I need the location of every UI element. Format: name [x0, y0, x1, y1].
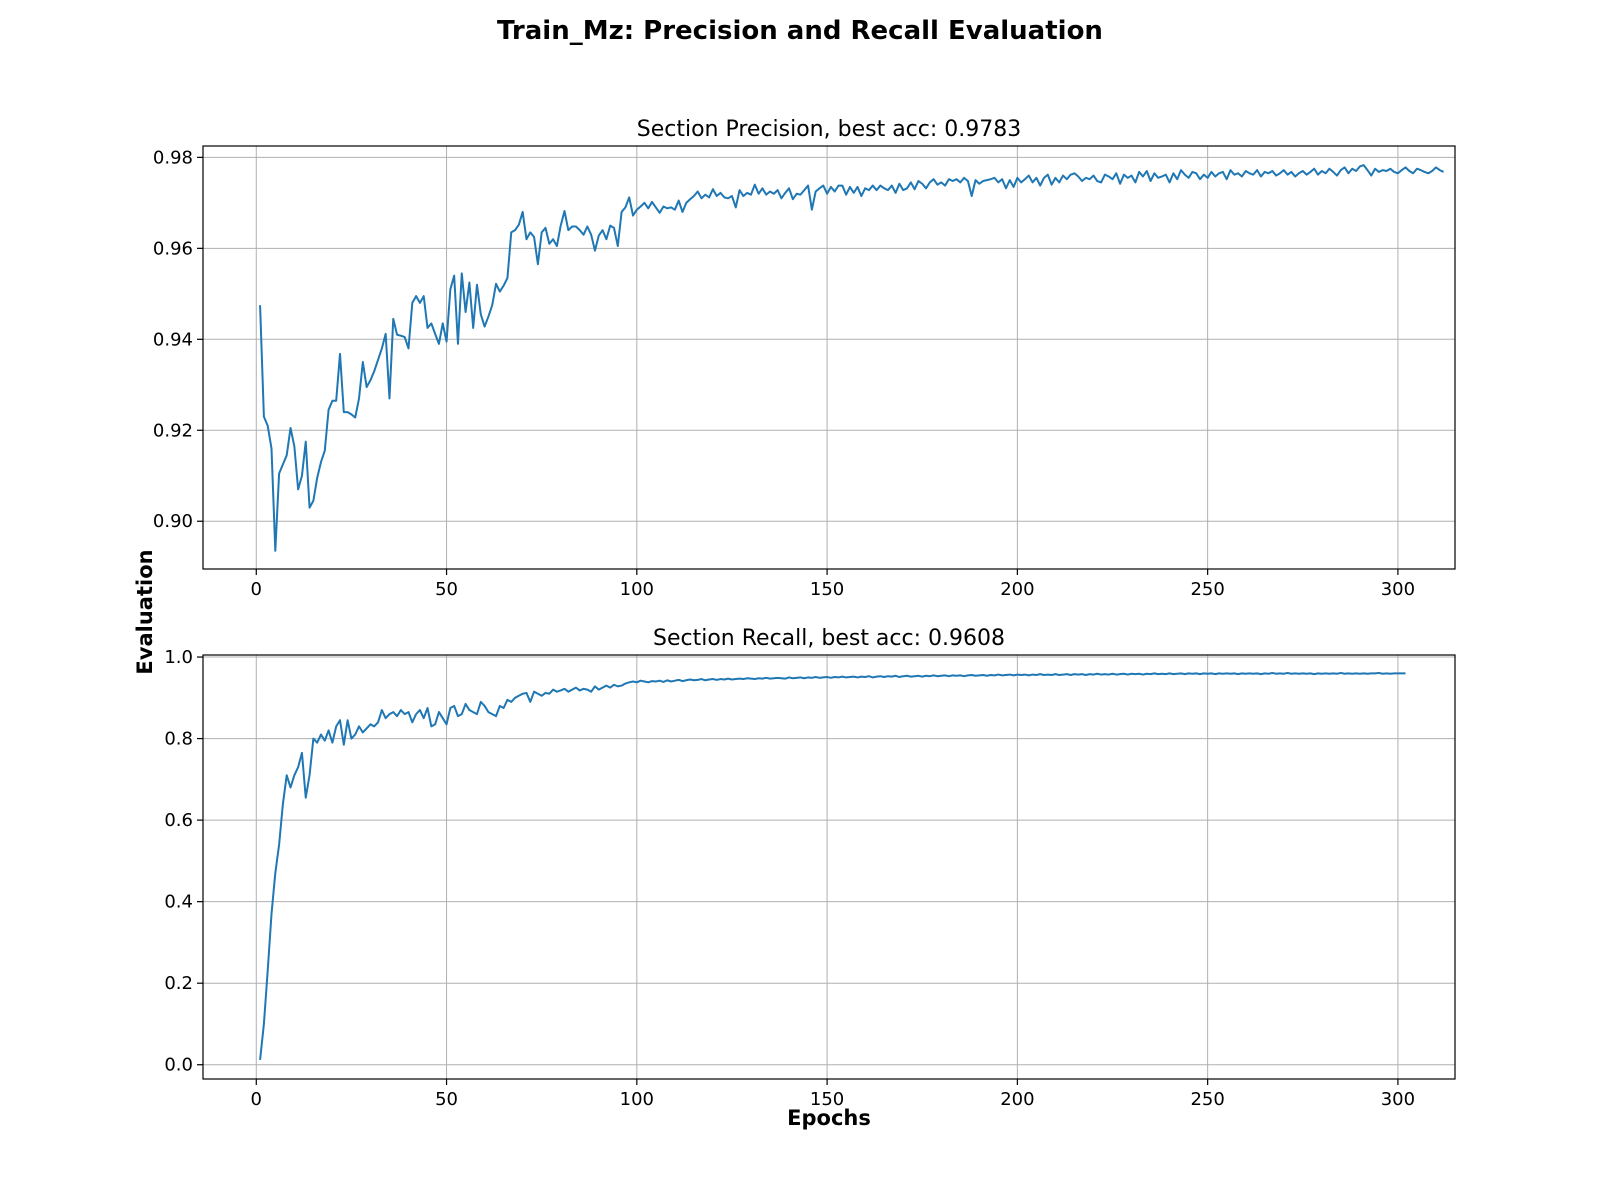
series-line — [259, 671, 1406, 1060]
x-tick-label: 0 — [251, 1089, 262, 1110]
x-tick-label: 50 — [435, 579, 458, 600]
x-tick-label: 100 — [620, 1089, 654, 1110]
axes-frame — [202, 654, 1456, 1080]
y-tick-label: 0.98 — [153, 147, 193, 168]
x-tick-label: 250 — [1190, 579, 1224, 600]
y-tick-label: 0.0 — [164, 1055, 193, 1076]
precision-chart: 0 50 100 150 200 250 300 0.90 0.92 0.94 0.96 0.98 Se… — [153, 117, 1456, 600]
subplot-title: Section Recall, best acc: 0.9608 — [653, 626, 1005, 651]
y-tick-label: 0.96 — [153, 238, 193, 259]
y-tick-label: 0.2 — [164, 973, 193, 994]
x-tick-label: 250 — [1190, 1089, 1224, 1110]
y-tick-label: 0.8 — [164, 729, 193, 750]
y-tick-label: 0.90 — [153, 511, 193, 532]
series-line — [259, 164, 1445, 552]
figure-title: Train_Mz: Precision and Recall Evaluatio… — [497, 16, 1103, 46]
x-tick-label: 200 — [1000, 579, 1034, 600]
x-tick-label: 0 — [251, 579, 262, 600]
x-tick-label: 200 — [1000, 1089, 1034, 1110]
y-tick-label: 0.6 — [164, 810, 193, 831]
x-tick-label: 300 — [1381, 579, 1415, 600]
x-tick-label: 150 — [810, 1089, 844, 1110]
x-axis-label: Epochs — [787, 1106, 871, 1130]
y-tick-label: 1.0 — [164, 647, 193, 668]
axes-frame — [202, 145, 1456, 570]
y-tick-label: 0.94 — [153, 329, 193, 350]
x-tick-label: 100 — [620, 579, 654, 600]
y-tick-label: 0.92 — [153, 420, 193, 441]
subplot-title: Section Precision, best acc: 0.9783 — [637, 117, 1022, 142]
x-tick-label: 50 — [435, 1089, 458, 1110]
x-tick-label: 300 — [1381, 1089, 1415, 1110]
x-tick-label: 150 — [810, 579, 844, 600]
y-tick-label: 0.4 — [164, 892, 193, 913]
